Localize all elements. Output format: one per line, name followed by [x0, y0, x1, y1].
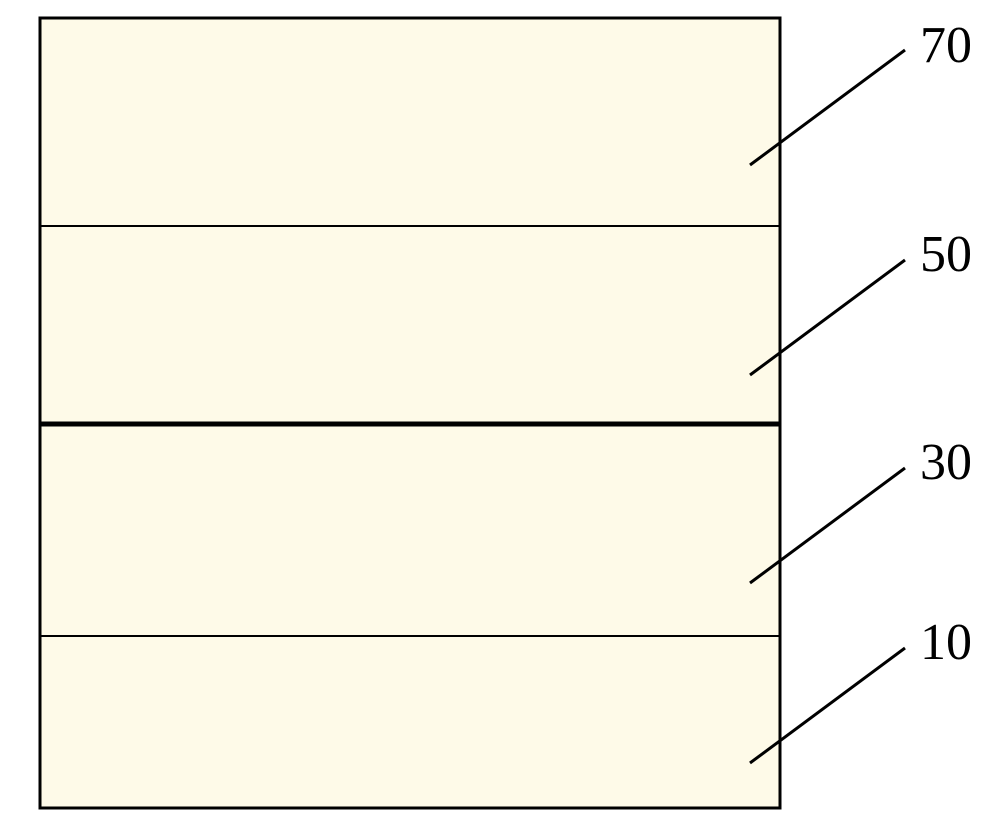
diagram-root: 70 50 30 10: [0, 0, 1000, 821]
label-50: 50: [920, 225, 972, 284]
label-30: 30: [920, 433, 972, 492]
label-10: 10: [920, 613, 972, 672]
diagram-svg: [0, 0, 1000, 821]
label-70: 70: [920, 16, 972, 75]
